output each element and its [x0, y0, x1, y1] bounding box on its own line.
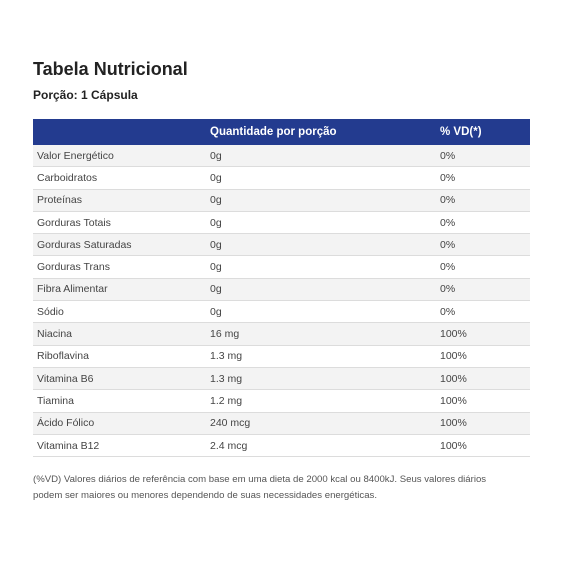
table-cell: 100%: [440, 367, 530, 391]
column-header: Quantidade por porção: [210, 119, 440, 145]
table-row: Ácido Fólico 240 mcg 100%: [33, 412, 530, 435]
table-cell: Gorduras Saturadas: [33, 233, 210, 257]
table-cell: 0%: [440, 278, 530, 302]
title: Tabela Nutricional: [33, 59, 188, 79]
table-cell: Vitamina B12: [33, 434, 210, 458]
nutrition-table: Quantidade por porção% VD(*) Valor Energ…: [33, 119, 530, 458]
table-row: Proteínas 0g 0%: [33, 189, 530, 212]
footnote: (%VD) Valores diários de referência com …: [33, 472, 486, 504]
table-body: Valor Energético 0g 0% Carboidratos 0g 0% Prot…: [33, 144, 530, 458]
table-cell: Fibra Alimentar: [33, 278, 210, 302]
table-row: Tiamina 1.2 mg 100%: [33, 389, 530, 413]
table-row: Valor Energético 0g 0%: [33, 144, 530, 168]
table-row: Sódio 0g 0%: [33, 300, 530, 324]
table-cell: 0%: [440, 300, 530, 324]
table-cell: Niacina: [33, 322, 210, 346]
table-row: Carboidratos 0g 0%: [33, 166, 530, 190]
table-cell: Carboidratos: [33, 166, 210, 190]
table-cell: 0g: [210, 300, 440, 324]
table-row: Vitamina B6 1.3 mg 100%: [33, 367, 530, 391]
table-cell: 2.4 mcg: [210, 434, 440, 458]
table-cell: 16 mg: [210, 322, 440, 346]
table-cell: 0g: [210, 211, 440, 235]
table-row: Gorduras Saturadas 0g 0%: [33, 233, 530, 257]
table-row: Fibra Alimentar 0g 0%: [33, 278, 530, 302]
table-cell: 1.2 mg: [210, 389, 440, 413]
column-header: [33, 119, 210, 145]
table-row: Gorduras Totais 0g 0%: [33, 211, 530, 235]
table-cell: 0%: [440, 166, 530, 190]
table-cell: 0g: [210, 255, 440, 279]
table-cell: 0g: [210, 233, 440, 257]
table-cell: 0%: [440, 211, 530, 235]
table-cell: Ácido Fólico: [33, 412, 210, 435]
table-row: Vitamina B12 2.4 mcg 100%: [33, 434, 530, 458]
subtitle: Porção: 1 Cápsula: [33, 88, 138, 102]
table-cell: 100%: [440, 322, 530, 346]
table-cell: 100%: [440, 434, 530, 458]
table-cell: 100%: [440, 412, 530, 435]
table-cell: 1.3 mg: [210, 345, 440, 368]
table-cell: Tiamina: [33, 389, 210, 413]
table-cell: 0g: [210, 189, 440, 212]
table-cell: 0%: [440, 233, 530, 257]
table-cell: Gorduras Totais: [33, 211, 210, 235]
table-cell: 1.3 mg: [210, 367, 440, 391]
column-header: % VD(*): [440, 119, 530, 145]
footnote-line: (%VD) Valores diários de referência com …: [33, 474, 487, 485]
header-row: Quantidade por porção% VD(*): [33, 119, 530, 145]
table-cell: 0g: [210, 166, 440, 190]
table-row: Gorduras Trans 0g 0%: [33, 255, 530, 279]
table-cell: 0%: [440, 144, 530, 168]
table-cell: 0%: [440, 189, 530, 212]
table-cell: 240 mcg: [210, 412, 440, 435]
table-cell: 0g: [210, 278, 440, 302]
table-cell: Riboflavina: [33, 345, 210, 368]
table-cell: 0%: [440, 255, 530, 279]
table-cell: 0g: [210, 144, 440, 168]
table-header: Quantidade por porção% VD(*): [33, 119, 530, 145]
table-cell: Valor Energético: [33, 144, 210, 168]
table-cell: Gorduras Trans: [33, 255, 210, 279]
footnote-line: podem ser maiores ou menores dependendo …: [33, 490, 377, 501]
table-cell: Sódio: [33, 300, 210, 324]
table-cell: Vitamina B6: [33, 367, 210, 391]
table-row: Niacina 16 mg 100%: [33, 322, 530, 346]
table-cell: 100%: [440, 345, 530, 368]
table-row: Riboflavina 1.3 mg 100%: [33, 345, 530, 368]
table-cell: Proteínas: [33, 189, 210, 212]
table-cell: 100%: [440, 389, 530, 413]
